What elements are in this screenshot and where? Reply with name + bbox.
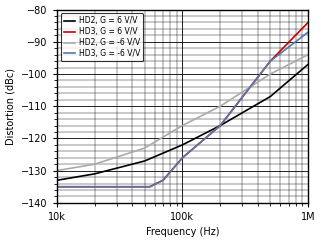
HD2, G = -6 V/V: [268, 72, 272, 75]
HD3, G = -6 V/V: [306, 31, 310, 34]
HD3, G = 6 V/V: [148, 185, 152, 188]
HD2, G = -6 V/V: [218, 105, 222, 108]
HD2, G = -6 V/V: [143, 147, 147, 149]
HD3, G = 6 V/V: [268, 60, 272, 62]
HD3, G = -6 V/V: [131, 185, 134, 188]
HD2, G = -6 V/V: [55, 169, 59, 172]
HD2, G = 6 V/V: [218, 124, 222, 127]
HD3, G = -6 V/V: [218, 124, 222, 127]
HD3, G = 6 V/V: [306, 21, 310, 24]
HD3, G = -6 V/V: [55, 185, 59, 188]
Legend: HD2, G = 6 V/V, HD3, G = 6 V/V, HD2, G = -6 V/V, HD3, G = -6 V/V: HD2, G = 6 V/V, HD3, G = 6 V/V, HD2, G =…: [61, 13, 143, 61]
HD2, G = 6 V/V: [306, 63, 310, 66]
HD2, G = 6 V/V: [180, 143, 184, 146]
HD3, G = 6 V/V: [218, 124, 222, 127]
HD2, G = -6 V/V: [306, 53, 310, 56]
HD3, G = 6 V/V: [93, 185, 97, 188]
HD2, G = -6 V/V: [180, 124, 184, 127]
HD3, G = 6 V/V: [131, 185, 134, 188]
HD3, G = -6 V/V: [180, 156, 184, 159]
HD3, G = -6 V/V: [93, 185, 97, 188]
Line: HD2, G = 6 V/V: HD2, G = 6 V/V: [57, 64, 308, 180]
Y-axis label: Distortion (dBc): Distortion (dBc): [5, 68, 15, 145]
X-axis label: Frequency (Hz): Frequency (Hz): [146, 227, 219, 237]
HD3, G = 6 V/V: [55, 185, 59, 188]
Line: HD3, G = 6 V/V: HD3, G = 6 V/V: [57, 22, 308, 187]
HD2, G = 6 V/V: [55, 179, 59, 182]
HD3, G = -6 V/V: [268, 60, 272, 62]
Line: HD3, G = -6 V/V: HD3, G = -6 V/V: [57, 32, 308, 187]
HD2, G = 6 V/V: [143, 159, 147, 162]
HD2, G = 6 V/V: [268, 95, 272, 98]
HD3, G = 6 V/V: [161, 179, 165, 182]
HD3, G = -6 V/V: [161, 179, 165, 182]
Line: HD2, G = -6 V/V: HD2, G = -6 V/V: [57, 55, 308, 171]
HD2, G = -6 V/V: [93, 163, 97, 166]
HD3, G = -6 V/V: [148, 185, 152, 188]
HD2, G = 6 V/V: [93, 172, 97, 175]
HD3, G = 6 V/V: [180, 156, 184, 159]
